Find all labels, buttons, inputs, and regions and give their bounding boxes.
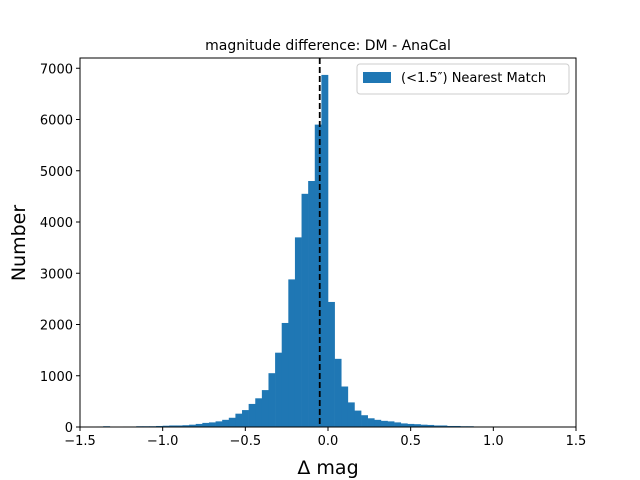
histogram-bar (222, 419, 230, 427)
histogram-bar (354, 410, 362, 427)
histogram-bar (440, 425, 448, 427)
y-axis-ticks: 0 1000 2000 3000 4000 5000 6000 7000 (40, 62, 80, 436)
y-tick-label: 2000 (40, 319, 73, 334)
x-tick-label: −1.5 (64, 434, 96, 449)
histogram-bar (413, 424, 421, 427)
histogram-bar (175, 425, 183, 427)
histogram-bar (288, 279, 296, 427)
chart-title: magnitude difference: DM - AnaCal (205, 38, 451, 54)
y-tick-label: 3000 (40, 267, 73, 282)
histogram-bar (215, 421, 223, 427)
histogram-bar (347, 402, 355, 427)
histogram-bar (321, 74, 329, 427)
histogram-bar (182, 425, 190, 427)
histogram-bar (294, 237, 302, 427)
histogram-bar (308, 181, 316, 427)
x-tick-label: −0.5 (230, 434, 262, 449)
histogram-bar (242, 410, 249, 427)
histogram-bar (334, 358, 342, 427)
histogram-bar (281, 322, 289, 427)
histogram-bar (228, 417, 236, 427)
histogram-bar (400, 423, 408, 427)
histogram-bar (447, 425, 454, 427)
x-axis-label: Δ mag (297, 457, 358, 479)
histogram-bar (367, 418, 375, 427)
histogram-bar (202, 422, 210, 427)
x-tick-label: 0.0 (318, 434, 339, 449)
y-tick-label: 0 (65, 421, 73, 436)
histogram-bar (189, 424, 197, 427)
legend-swatch (363, 72, 391, 83)
x-tick-label: 1.5 (566, 434, 587, 449)
histogram-bar (195, 423, 203, 427)
x-tick-label: −1.0 (147, 434, 179, 449)
histogram-bar (427, 424, 435, 427)
y-axis-label: Number (8, 205, 30, 282)
histogram-bar (255, 398, 263, 427)
y-tick-label: 7000 (40, 62, 73, 77)
histogram-bar (275, 352, 283, 427)
histogram-bar (387, 421, 395, 427)
histogram-bar (407, 423, 415, 427)
legend: (<1.5″) Nearest Match (356, 63, 570, 95)
histogram-bar (341, 386, 349, 427)
histogram-bar (162, 425, 170, 427)
legend-label: (<1.5″) Nearest Match (401, 71, 546, 86)
y-tick-label: 4000 (40, 216, 73, 231)
histogram-bar (433, 425, 441, 427)
x-tick-label: 1.0 (483, 434, 504, 449)
x-tick-label: 0.5 (400, 434, 421, 449)
histogram-bar (268, 373, 276, 427)
histogram-bar (394, 422, 402, 427)
histogram-bar (301, 193, 309, 427)
x-axis-ticks: −1.5 −1.0 −0.5 0.0 0.5 1.0 1.5 (64, 427, 586, 449)
histogram-bar (156, 425, 163, 427)
histogram-bar (261, 390, 269, 427)
histogram-bar (208, 422, 216, 427)
histogram-bar (328, 301, 335, 427)
histogram-bar (361, 415, 368, 427)
histogram-bar (453, 425, 461, 427)
histogram-bar (235, 413, 243, 427)
histogram-bar (314, 124, 322, 427)
histogram-bar (248, 403, 256, 427)
y-tick-label: 5000 (40, 165, 73, 180)
legend-box (356, 63, 570, 95)
histogram-bar (374, 419, 382, 427)
y-tick-label: 1000 (40, 370, 73, 385)
histogram-bar (380, 420, 388, 427)
histogram-bar (420, 424, 428, 427)
y-tick-label: 6000 (40, 114, 73, 129)
histogram-bar (169, 425, 177, 427)
